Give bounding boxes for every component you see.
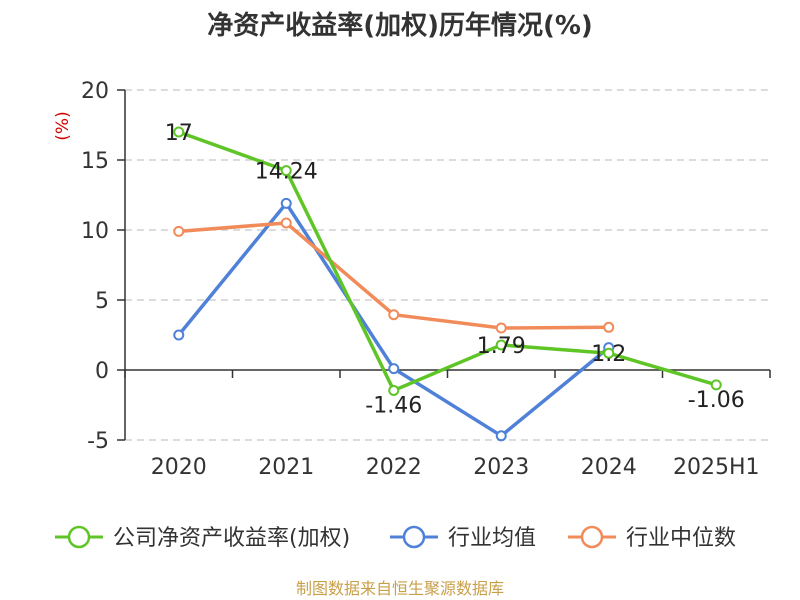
y-axis-unit: (%) <box>53 111 73 140</box>
y-tick-label-3: 5 <box>95 289 109 314</box>
axes <box>117 89 771 441</box>
legend-label-0: 公司净资产收益率(加权) <box>113 526 350 551</box>
point-1-2 <box>388 363 400 375</box>
point-1-1 <box>280 197 292 209</box>
data-label-3: 1.79 <box>477 334 526 359</box>
point-2-1 <box>280 217 292 229</box>
data-label-5: -1.06 <box>688 388 745 413</box>
x-tick-label-2023: 2023 <box>473 455 529 480</box>
x-tick-label-2021: 2021 <box>258 455 314 480</box>
data-label-1: 14.24 <box>255 160 318 185</box>
point-0-1 <box>280 165 292 177</box>
y-tick-labels: 20 15 10 5 0 -5 <box>81 79 109 454</box>
series-0 <box>173 126 722 396</box>
point-0-5 <box>710 379 722 391</box>
x-tick-label-2022: 2022 <box>366 455 422 480</box>
data-label-4: 1.2 <box>591 342 626 367</box>
grid-lines <box>125 89 770 441</box>
legend: 公司净资产收益率(加权) 行业均值 行业中位数 <box>55 525 736 551</box>
y-tick-label-1: 15 <box>81 149 109 174</box>
series-layer <box>173 126 722 442</box>
legend-label-2: 行业中位数 <box>626 526 736 551</box>
point-0-4 <box>603 347 615 359</box>
legend-item-0[interactable]: 公司净资产收益率(加权) <box>55 525 350 551</box>
data-label-0: 17 <box>165 121 193 146</box>
point-2-2 <box>388 309 400 321</box>
point-0-3 <box>495 339 507 351</box>
point-0-2 <box>388 384 400 396</box>
legend-item-2[interactable]: 行业中位数 <box>568 525 736 551</box>
legend-marker-2 <box>580 525 604 549</box>
chart-title: 净资产收益率(加权)历年情况(%) <box>207 10 593 41</box>
series-1 <box>173 197 615 442</box>
y-tick-label-5: -5 <box>87 429 109 454</box>
point-0-0 <box>173 126 185 138</box>
y-tick-label-0: 20 <box>81 79 109 104</box>
legend-marker-1 <box>402 525 426 549</box>
x-tick-labels: 2020 2021 2022 2023 2024 2025H1 <box>151 455 760 480</box>
x-tick-label-2025H1: 2025H1 <box>673 455 760 480</box>
data-labels: 17 14.24 -1.46 1.79 1.2 -1.06 <box>165 121 745 418</box>
point-2-0 <box>173 225 185 237</box>
point-2-3 <box>495 322 507 334</box>
x-tick-label-2024: 2024 <box>581 455 637 480</box>
source-note: 制图数据来自恒生聚源数据库 <box>296 579 504 598</box>
series-line-0 <box>178 130 717 393</box>
y-tick-label-4: 0 <box>95 359 109 384</box>
series-2 <box>173 217 615 334</box>
point-1-0 <box>173 329 185 341</box>
data-label-2: -1.46 <box>365 393 422 418</box>
legend-marker-0 <box>67 525 91 549</box>
x-tick-label-2020: 2020 <box>151 455 207 480</box>
point-1-3 <box>495 430 507 442</box>
point-2-4 <box>603 321 615 333</box>
y-tick-label-2: 10 <box>81 219 109 244</box>
legend-item-1[interactable]: 行业均值 <box>390 525 536 551</box>
legend-label-1: 行业均值 <box>448 526 536 551</box>
